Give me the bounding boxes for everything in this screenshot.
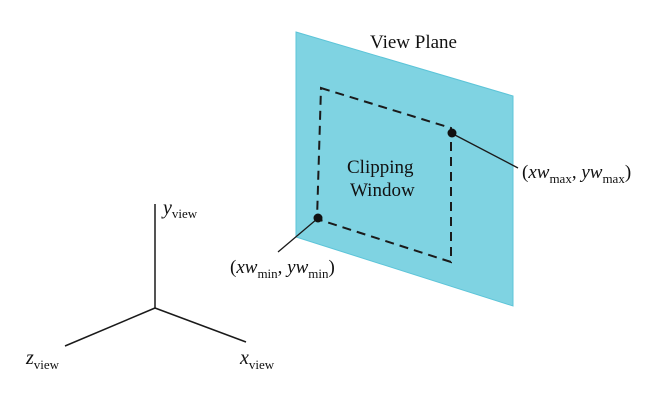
view-plane-title: View Plane bbox=[370, 32, 457, 53]
min-point-label: (xwmin, ywmin) bbox=[230, 257, 335, 281]
max-point-leader bbox=[452, 133, 519, 169]
clipping-window-outline bbox=[315, 86, 452, 264]
clipping-window-label-line2: Window bbox=[350, 180, 415, 201]
z-axis-label: zview bbox=[25, 347, 60, 372]
view-plane-surface bbox=[295, 31, 514, 307]
y-axis-label: yview bbox=[161, 197, 198, 221]
clipping-window-label-line1: Clipping bbox=[347, 157, 414, 178]
min-point-dot bbox=[313, 213, 323, 223]
x-axis-label: xview bbox=[239, 347, 275, 372]
min-point-leader bbox=[277, 218, 318, 253]
max-point-dot bbox=[447, 128, 457, 138]
x-axis-line bbox=[154, 307, 247, 343]
z-axis-line bbox=[64, 307, 156, 347]
max-point-label: (xwmax, ywmax) bbox=[522, 162, 631, 186]
